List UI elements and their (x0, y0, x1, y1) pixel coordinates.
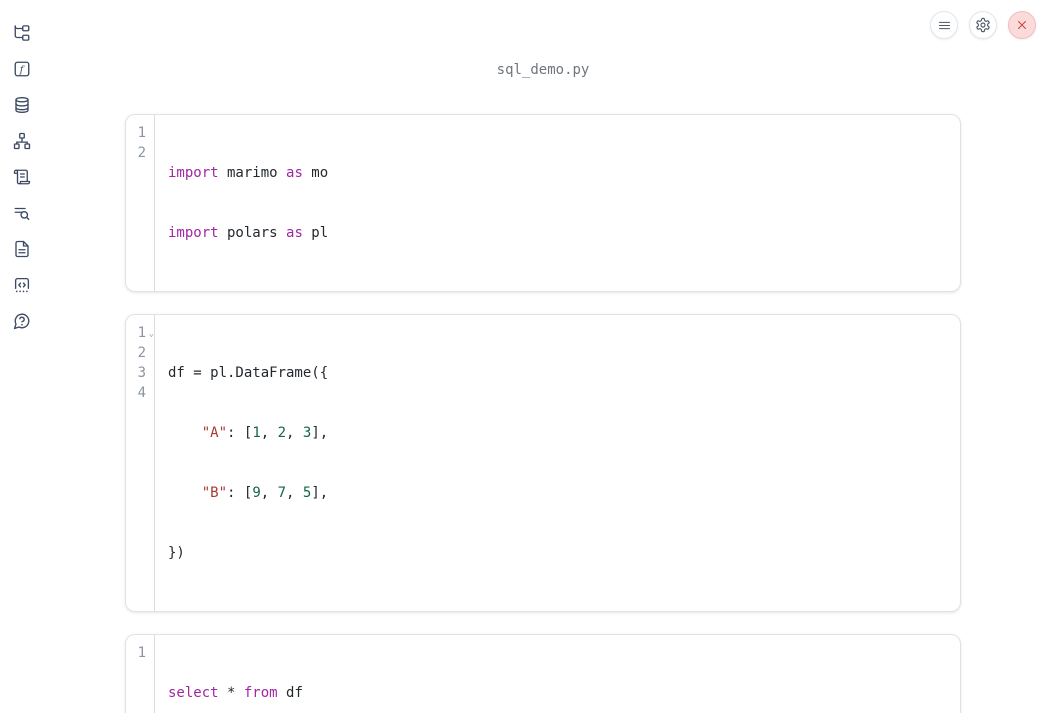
variables-icon[interactable]: f (12, 60, 32, 78)
line-number: 1 (137, 125, 146, 141)
notebook-filename: sql_demo.py (496, 62, 590, 78)
token: select (168, 685, 219, 701)
token: ], (311, 485, 329, 501)
token: : [ (227, 485, 253, 501)
gear-icon (976, 17, 990, 33)
token (168, 485, 202, 501)
menu-button[interactable] (930, 11, 958, 39)
line-number: 2 (137, 345, 146, 361)
fold-chevron-icon[interactable]: ⌄ (148, 329, 154, 339)
token: 1 (252, 425, 261, 441)
token: , (260, 425, 278, 441)
sql-cell: 1 select * from df Output variable: sql … (125, 634, 961, 713)
token: 7 (277, 485, 287, 501)
token: mo (302, 165, 329, 181)
line-number-gutter: 1 2 (126, 115, 155, 291)
token: "A" (201, 425, 228, 441)
sidebar: f (0, 0, 44, 713)
code-line: }) (168, 543, 960, 563)
token: import (168, 165, 219, 181)
settings-button[interactable] (969, 11, 997, 39)
token: as (286, 225, 303, 241)
code-line: "A": [1, 2, 3], (168, 423, 960, 443)
token: , (286, 425, 303, 441)
close-button[interactable] (1008, 11, 1036, 39)
svg-text:f: f (19, 65, 26, 76)
token: 9 (252, 485, 261, 501)
documentation-icon[interactable] (12, 240, 32, 258)
help-chat-icon[interactable] (12, 312, 32, 330)
token: "B" (201, 485, 228, 501)
token: 3 (302, 425, 312, 441)
code-line: import polars as pl (168, 223, 960, 243)
code-line: "B": [9, 7, 5], (168, 483, 960, 503)
notebook: sql_demo.py 1 2 import marimo as mo impo… (125, 0, 961, 713)
token: pl (302, 225, 329, 241)
line-number-gutter: 1 ⌄ 2 3 4 (126, 315, 155, 611)
token: , (260, 485, 278, 501)
code-editor[interactable]: select * from df (155, 635, 960, 713)
code-editor[interactable]: import marimo as mo import polars as pl (155, 115, 960, 291)
token: 2 (277, 425, 287, 441)
token: import (168, 225, 219, 241)
hamburger-menu-icon (938, 21, 950, 29)
token (168, 425, 202, 441)
code-cell-dataframe: 1 ⌄ 2 3 4 df = pl.DataFrame({ "A": [1, 2,… (125, 314, 961, 612)
token: from (243, 685, 278, 701)
token: ], (311, 425, 329, 441)
token: as (286, 165, 303, 181)
snippets-icon[interactable] (12, 276, 32, 294)
token: df (277, 685, 303, 701)
code-line: df = pl.DataFrame({ (168, 363, 960, 383)
outline-search-icon[interactable] (12, 204, 32, 222)
file-tree-icon[interactable] (12, 24, 32, 42)
code-line: select * from df (168, 683, 960, 703)
line-number-gutter: 1 (126, 635, 155, 713)
token: : [ (227, 425, 253, 441)
token: , (286, 485, 303, 501)
datasources-icon[interactable] (12, 96, 32, 114)
code-cell-imports: 1 2 import marimo as mo import polars as… (125, 114, 961, 292)
window-controls (930, 11, 1036, 39)
line-number: 1 (137, 645, 146, 661)
code-line: import marimo as mo (168, 163, 960, 183)
close-icon (1018, 21, 1026, 29)
line-number: 4 (137, 385, 146, 401)
line-number: 1 (137, 325, 146, 341)
token: polars (218, 225, 287, 241)
code-editor[interactable]: df = pl.DataFrame({ "A": [1, 2, 3], "B":… (155, 315, 960, 611)
logs-icon[interactable] (12, 168, 32, 186)
token: df = pl.DataFrame({ (168, 365, 329, 381)
token: * (218, 685, 244, 701)
line-number: 3 (137, 365, 146, 381)
dependencies-icon[interactable] (12, 132, 32, 150)
line-number: 2 (137, 145, 146, 161)
token: 5 (302, 485, 312, 501)
token: marimo (218, 165, 287, 181)
token: }) (168, 545, 185, 561)
